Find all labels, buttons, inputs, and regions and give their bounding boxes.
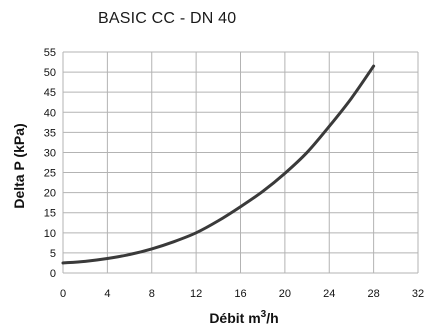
series-line-0 xyxy=(61,64,376,265)
y-tick-label: 25 xyxy=(44,168,56,180)
y-tick-label: 50 xyxy=(44,67,56,79)
x-tick-label: 28 xyxy=(368,288,380,300)
y-tick-label: 0 xyxy=(50,268,56,280)
y-tick-labels: 0 5 10 15 20 25 30 35 40 45 50 55 xyxy=(44,47,56,280)
x-tick-labels: 0 4 8 12 16 20 24 28 32 xyxy=(60,288,424,300)
y-axis-title: Delta P (kPa) xyxy=(11,123,27,208)
x-axis-title-end: /h xyxy=(266,310,278,326)
x-tick-label: 24 xyxy=(323,288,335,300)
chart-grid xyxy=(62,51,419,274)
y-tick-label: 5 xyxy=(50,248,56,260)
x-axis-title-sup: 3 xyxy=(261,309,267,320)
y-tick-label: 55 xyxy=(44,47,56,59)
y-tick-label: 10 xyxy=(44,228,56,240)
series-layer xyxy=(61,64,376,265)
y-tick-label: 35 xyxy=(44,127,56,139)
y-tick-label: 45 xyxy=(44,87,56,99)
x-tick-label: 32 xyxy=(412,288,424,300)
y-tick-label: 40 xyxy=(44,107,56,119)
y-tick-label: 15 xyxy=(44,208,56,220)
x-tick-label: 20 xyxy=(279,288,291,300)
x-tick-label: 12 xyxy=(190,288,202,300)
y-tick-label: 30 xyxy=(44,147,56,159)
x-axis-title-main: Débit m xyxy=(209,310,260,326)
x-axis-title: Débit m3/h xyxy=(209,309,278,326)
x-tick-label: 0 xyxy=(60,288,66,300)
chart-title: BASIC CC - DN 40 xyxy=(98,10,237,27)
x-tick-label: 4 xyxy=(104,288,110,300)
y-tick-label: 20 xyxy=(44,188,56,200)
x-tick-label: 16 xyxy=(234,288,246,300)
x-tick-label: 8 xyxy=(149,288,155,300)
